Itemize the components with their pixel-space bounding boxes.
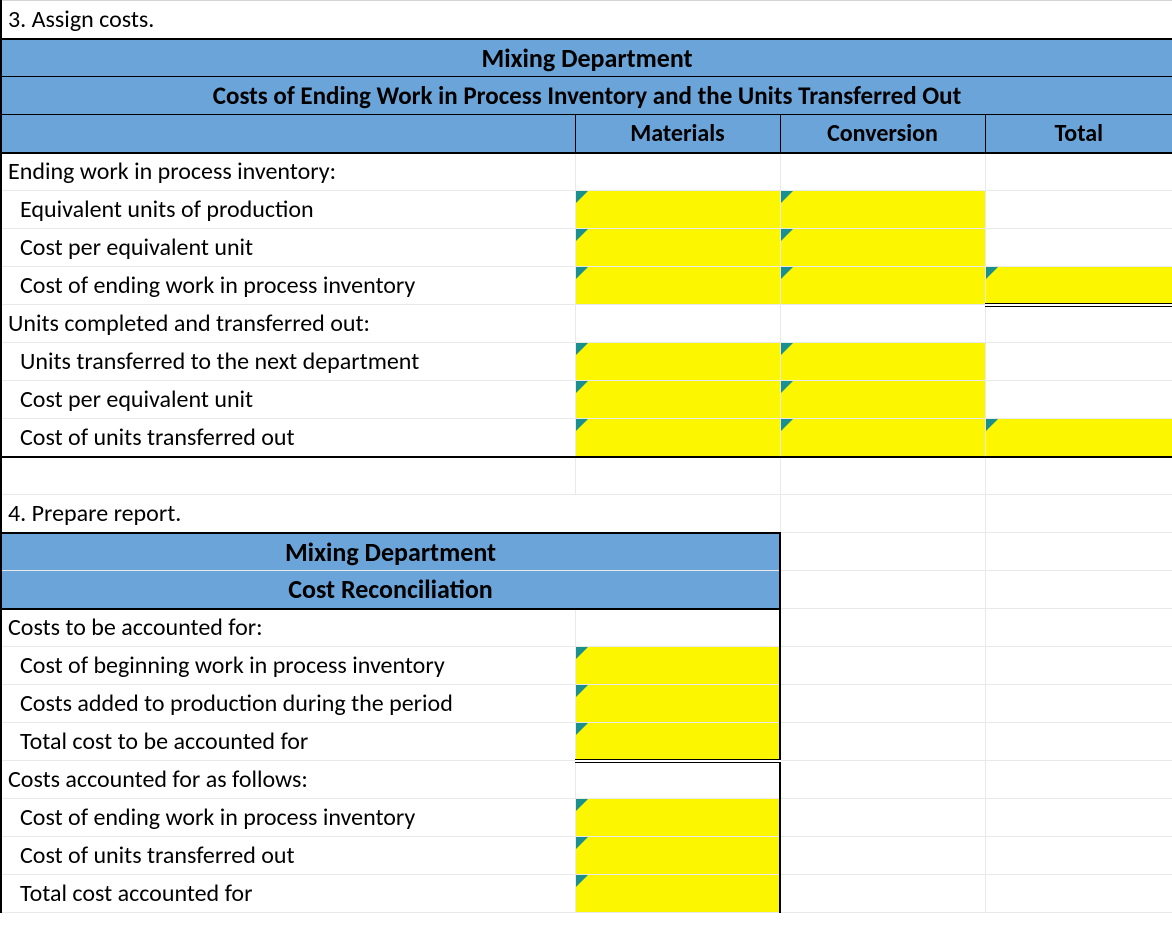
cell-blank [985, 305, 1172, 343]
spacer [985, 647, 1172, 685]
input-cost-beg-wip[interactable] [575, 647, 780, 685]
spacer [780, 837, 985, 875]
col-conversion: Conversion [780, 115, 985, 153]
input-cost-per-eu-1-materials[interactable] [575, 229, 780, 267]
spacer [985, 457, 1172, 495]
row-equiv-units: Equivalent units of production [1, 191, 575, 229]
row-cost-units-out: Cost of units transferred out [1, 419, 575, 457]
cell-blank [780, 305, 985, 343]
row-cost-beg-wip: Cost of beginning work in process invent… [1, 647, 575, 685]
row-cost-ending-wip: Cost of ending work in process inventory [1, 267, 575, 305]
section3-title1: Mixing Department [1, 39, 1172, 77]
input-equiv-units-conversion[interactable] [780, 191, 985, 229]
col-materials: Materials [575, 115, 780, 153]
step4-label: 4. Prepare report. [1, 495, 780, 533]
row-cost-per-eu-1: Cost per equivalent unit [1, 229, 575, 267]
spacer [575, 457, 780, 495]
row-ending-wip-header: Ending work in process inventory: [1, 153, 575, 191]
input-units-transferred-conversion[interactable] [780, 343, 985, 381]
spacer [780, 571, 985, 609]
cell-blank [985, 229, 1172, 267]
input-cost-per-eu-2-conversion[interactable] [780, 381, 985, 419]
cell-blank [780, 153, 985, 191]
spacer [985, 533, 1172, 571]
spacer [780, 799, 985, 837]
spacer [780, 495, 985, 533]
spacer [780, 685, 985, 723]
input-units-transferred-materials[interactable] [575, 343, 780, 381]
cell-blank [575, 305, 780, 343]
row-units-transferred: Units transferred to the next department [1, 343, 575, 381]
input-total-to-account[interactable] [575, 723, 780, 761]
row-cost-per-eu-2: Cost per equivalent unit [1, 381, 575, 419]
row-units-completed-header: Units completed and transferred out: [1, 305, 575, 343]
input-cost-ending-wip-2[interactable] [575, 799, 780, 837]
input-equiv-units-materials[interactable] [575, 191, 780, 229]
cell-blank [985, 153, 1172, 191]
row-cost-ending-wip-2: Cost of ending work in process inventory [1, 799, 575, 837]
cell-blank [575, 761, 780, 799]
input-cost-units-out-total[interactable] [985, 419, 1172, 457]
input-cost-ending-wip-materials[interactable] [575, 267, 780, 305]
row-costs-added: Costs added to production during the per… [1, 685, 575, 723]
spacer [985, 685, 1172, 723]
spacer [985, 761, 1172, 799]
spacer [985, 837, 1172, 875]
spacer [985, 875, 1172, 913]
section4-title1: Mixing Department [1, 533, 780, 571]
input-cost-units-out-2[interactable] [575, 837, 780, 875]
row-total-accounted: Total cost accounted for [1, 875, 575, 913]
spacer [780, 647, 985, 685]
spacer [780, 609, 985, 647]
spacer [780, 875, 985, 913]
cell-blank [985, 381, 1172, 419]
col-total: Total [985, 115, 1172, 153]
section3-title2: Costs of Ending Work in Process Inventor… [1, 77, 1172, 115]
spacer [780, 533, 985, 571]
row-total-to-account: Total cost to be accounted for [1, 723, 575, 761]
cell-blank [575, 609, 780, 647]
spacer [780, 723, 985, 761]
input-cost-ending-wip-conversion[interactable] [780, 267, 985, 305]
input-cost-units-out-conversion[interactable] [780, 419, 985, 457]
spacer [985, 495, 1172, 533]
spacer [985, 571, 1172, 609]
spacer [780, 457, 985, 495]
spacer [985, 799, 1172, 837]
cell-blank [575, 153, 780, 191]
row-costs-to-account-header: Costs to be accounted for: [1, 609, 575, 647]
input-cost-per-eu-1-conversion[interactable] [780, 229, 985, 267]
step3-label: 3. Assign costs. [1, 1, 1172, 39]
input-total-accounted[interactable] [575, 875, 780, 913]
spacer [1, 457, 575, 495]
row-cost-units-out-2: Cost of units transferred out [1, 837, 575, 875]
input-cost-per-eu-2-materials[interactable] [575, 381, 780, 419]
section4-title2: Cost Reconciliation [1, 571, 780, 609]
cell-blank [985, 191, 1172, 229]
spacer [985, 723, 1172, 761]
row-costs-accounted-header: Costs accounted for as follows: [1, 761, 575, 799]
cell-blank [985, 343, 1172, 381]
spacer [780, 761, 985, 799]
section3-col-spacer [1, 115, 575, 153]
input-costs-added[interactable] [575, 685, 780, 723]
spreadsheet-table: 3. Assign costs. Mixing Department Costs… [0, 0, 1172, 913]
spacer [985, 609, 1172, 647]
input-cost-ending-wip-total[interactable] [985, 267, 1172, 305]
input-cost-units-out-materials[interactable] [575, 419, 780, 457]
